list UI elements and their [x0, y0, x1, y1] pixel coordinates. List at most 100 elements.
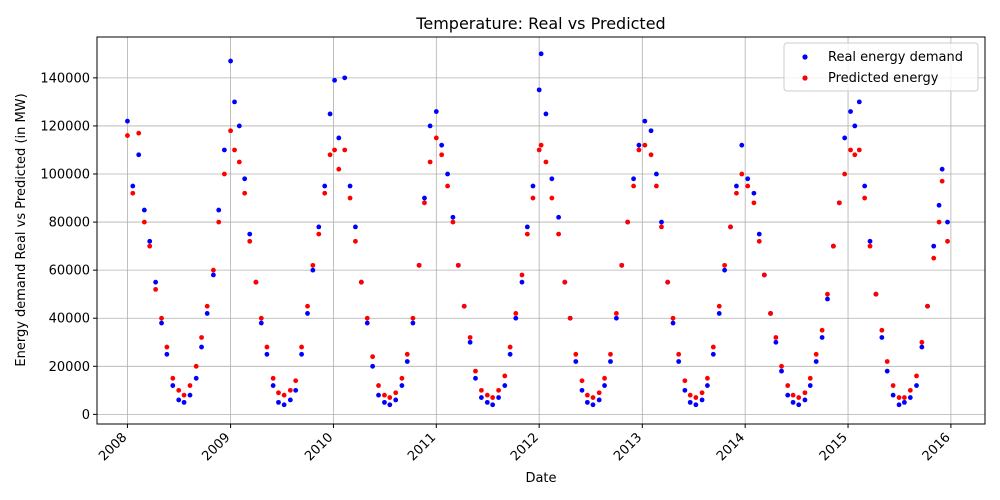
plot-frame: [96, 36, 986, 425]
real-demand-point: [236, 123, 242, 129]
real-demand-point: [216, 207, 222, 213]
real-demand-point: [270, 383, 276, 388]
predicted-point: [450, 219, 456, 225]
y-axis: 0 20000 40000 60000 80000 100000 120000 140000: [40, 71, 97, 423]
predicted-point: [579, 378, 585, 384]
real-demand-point: [332, 77, 337, 83]
real-demand-point: [884, 368, 890, 374]
predicted-point: [608, 351, 613, 357]
real-demand-point: [382, 399, 387, 405]
predicted-point: [242, 190, 248, 196]
predicted-point: [543, 159, 549, 165]
real-demand-point: [467, 339, 473, 345]
predicted-point: [479, 387, 484, 393]
predicted-point: [862, 195, 868, 201]
real-demand-point: [852, 123, 858, 129]
real-demand-point: [756, 231, 762, 237]
predicted-point: [276, 390, 281, 396]
real-demand-point: [867, 238, 873, 244]
predicted-point: [573, 351, 579, 357]
real-demand-point: [370, 363, 376, 369]
predicted-point: [682, 378, 688, 384]
real-demand-point: [473, 375, 478, 381]
real-demand-point: [281, 402, 287, 408]
real-demand-point: [785, 392, 791, 398]
predicted-point: [779, 363, 784, 369]
predicted-point: [919, 339, 925, 345]
real-demand-point: [181, 399, 187, 405]
real-demand-point: [136, 152, 142, 158]
real-demand-point: [364, 320, 370, 326]
real-demand-point: [596, 397, 602, 403]
real-demand-point: [902, 399, 907, 405]
predicted-point: [204, 303, 210, 309]
legend-marker-predicted: [802, 75, 808, 81]
legend-label-real: Real energy demand: [828, 50, 963, 65]
real-demand-point: [579, 387, 585, 393]
predicted-point: [602, 375, 607, 381]
predicted-point: [751, 200, 757, 206]
predicted-point: [353, 238, 358, 244]
predicted-point: [461, 303, 467, 309]
predicted-point: [524, 231, 530, 237]
real-demand-point: [232, 99, 237, 105]
predicted-point: [896, 395, 902, 400]
predicted-point: [199, 335, 204, 340]
real-demand-point: [584, 399, 590, 405]
real-demand-point: [602, 383, 607, 388]
real-demand-point: [779, 368, 784, 374]
predicted-point: [699, 390, 705, 396]
y-tick-label: 40000: [49, 312, 90, 327]
predicted-point: [536, 147, 542, 153]
predicted-point: [473, 368, 478, 374]
real-demand-point: [422, 195, 427, 201]
predicted-point: [370, 354, 376, 360]
predicted-point: [562, 279, 568, 285]
predicted-point: [902, 395, 907, 400]
predicted-point: [422, 200, 427, 206]
real-demand-point: [556, 214, 562, 220]
y-tick-label: 120000: [40, 119, 90, 134]
y-tick-label: 20000: [49, 360, 90, 375]
real-demand-point: [305, 311, 310, 316]
real-demand-point: [636, 142, 642, 148]
predicted-point: [281, 392, 287, 398]
real-demand-point: [945, 219, 950, 225]
predicted-point: [842, 171, 848, 177]
real-demand-point: [524, 224, 530, 230]
real-demand-point: [716, 311, 722, 316]
predicted-point: [716, 303, 722, 309]
predicted-point: [181, 392, 187, 398]
predicted-point: [631, 183, 636, 189]
predicted-point: [907, 387, 913, 393]
predicted-point: [210, 267, 216, 273]
real-demand-point: [327, 111, 333, 117]
real-demand-point: [130, 183, 136, 189]
predicted-point: [327, 152, 333, 158]
predicted-point: [848, 147, 853, 153]
real-demand-point: [856, 99, 862, 105]
predicted-point: [884, 359, 890, 364]
real-demand-point: [193, 375, 199, 381]
real-demand-point: [608, 359, 613, 364]
real-demand-point: [682, 387, 688, 393]
real-demand-point: [176, 397, 182, 403]
predicted-point: [873, 291, 879, 297]
predicted-point: [790, 392, 796, 398]
predicted-point: [802, 390, 808, 396]
predicted-point: [410, 315, 416, 321]
predicted-point: [232, 147, 237, 153]
predicted-point: [925, 303, 930, 309]
predicted-point: [513, 311, 519, 316]
predicted-point: [648, 152, 654, 158]
real-demand-point: [659, 219, 664, 225]
y-tick-label: 140000: [40, 71, 90, 86]
y-tick-label: 100000: [40, 168, 90, 183]
predicted-point: [549, 195, 555, 201]
real-demand-point: [433, 109, 439, 114]
predicted-point: [236, 159, 242, 165]
predicted-point: [316, 231, 322, 237]
real-demand-point: [247, 231, 253, 237]
real-demand-point: [745, 176, 751, 182]
real-demand-point: [342, 75, 348, 81]
